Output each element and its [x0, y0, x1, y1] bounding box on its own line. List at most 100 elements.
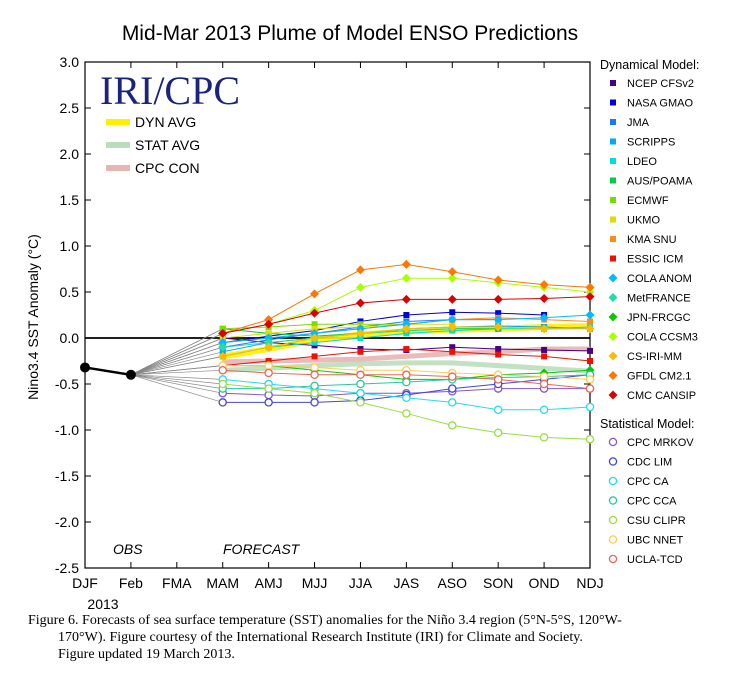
- aus-poama-legend-label: AUS/POAMA: [627, 176, 693, 188]
- essic-icm-point: [311, 353, 318, 360]
- cmc-cansip-series: [218, 292, 595, 338]
- jma-legend-label: JMA: [627, 117, 650, 129]
- essic-icm-legend-marker: [610, 255, 616, 262]
- csu-clipr-point: [310, 388, 319, 398]
- gfdl-cm2-1-point: [539, 280, 549, 290]
- y-tick-label: -1.0: [55, 422, 79, 438]
- csu-clipr-point: [218, 379, 227, 389]
- x-tick-label: SON: [483, 575, 513, 591]
- cola-ccsm3-point: [401, 273, 411, 283]
- cola-anom-series: [218, 310, 595, 348]
- ucla-tcd-point: [218, 365, 227, 375]
- ucla-tcd-point: [356, 370, 365, 380]
- ukmo-point: [311, 325, 318, 332]
- x-tick-label: AMJ: [255, 575, 283, 591]
- kma-snu-legend-label: KMA SNU: [627, 234, 677, 246]
- cs-iri-mm-legend-marker: [608, 351, 618, 361]
- connector-line: [130, 356, 223, 376]
- nasa-gmao-point: [403, 312, 410, 318]
- model-legend: NCEP CFSv2 NASA GMAO JMA SCRIPPS LDEO AUS/POA…: [608, 78, 698, 566]
- cola-ccsm3-legend-label: COLA CCSM3: [627, 332, 698, 344]
- metfrance-legend-label: MetFRANCE: [627, 293, 691, 305]
- caption-line-2: 170°W). Figure courtesy of the Internati…: [58, 630, 583, 645]
- ncep-cfsv2-point: [495, 346, 502, 353]
- essic-icm-point: [449, 348, 456, 355]
- cpc-cca-legend-label: CPC CCA: [627, 496, 677, 508]
- connector-line: [130, 369, 223, 376]
- y-tick-label: 1.5: [60, 192, 80, 208]
- essic-icm-series: [219, 346, 593, 369]
- ucla-tcd-point: [539, 379, 549, 389]
- ecmwf-point: [311, 321, 318, 328]
- stat-avg-legend-label: STAT AVG: [135, 137, 200, 153]
- x-tick-label: NDJ: [576, 575, 603, 591]
- essic-icm-point: [541, 353, 548, 360]
- cs-iri-mm-point: [585, 324, 595, 334]
- x-tick-label: MAM: [206, 575, 239, 591]
- x-tick-label: DJF: [72, 575, 98, 591]
- cmc-cansip-point: [218, 328, 228, 338]
- cola-anom-point: [264, 333, 274, 343]
- ucla-tcd-legend-marker: [608, 554, 618, 564]
- cpc-cca-legend-marker: [608, 496, 618, 505]
- jpn-frcgc-legend-label: JPN-FRCGC: [627, 312, 691, 324]
- ucla-tcd-point: [264, 368, 273, 378]
- y-tick-label: -2.5: [55, 560, 79, 576]
- metfrance-point: [218, 342, 228, 352]
- ukmo-line: [222, 323, 453, 339]
- ucla-tcd-point: [585, 384, 595, 393]
- cola-anom-point: [218, 338, 228, 348]
- cola-anom-point: [310, 328, 320, 338]
- ubc-nnet-series: [218, 361, 595, 384]
- observed-point: [80, 362, 90, 373]
- observed-line: [84, 366, 132, 377]
- cpc-con-legend-label: CPC CON: [135, 160, 200, 176]
- x-axis-year: 2013: [87, 596, 118, 612]
- cola-anom-legend-marker: [608, 273, 618, 283]
- csu-clipr-point: [493, 428, 503, 438]
- cdc-lim-legend-marker: [608, 457, 618, 466]
- cs-iri-mm-point: [310, 333, 320, 343]
- connector-line: [130, 374, 223, 389]
- ubc-nnet-legend-marker: [608, 535, 618, 544]
- cpc-ca-point: [402, 393, 411, 403]
- connector-line: [130, 374, 223, 394]
- ncep-cfsv2-point: [449, 344, 456, 351]
- cs-iri-mm-series: [218, 322, 595, 361]
- y-axis-label: Nino3.4 SST Anomaly (°C): [25, 234, 41, 400]
- kma-snu-legend-marker: [610, 236, 616, 242]
- jma-legend-marker: [610, 119, 616, 125]
- csu-clipr-point: [264, 384, 273, 393]
- csu-clipr-legend-label: CSU CLIPR: [627, 515, 686, 527]
- plot-area: [80, 61, 595, 569]
- y-tick-label: 2.5: [60, 100, 80, 116]
- statistical-legend-heading: Statistical Model:: [600, 417, 694, 431]
- essic-icm-point: [495, 351, 502, 358]
- cpc-ca-point: [585, 402, 595, 412]
- cpc-cca-point: [356, 379, 365, 389]
- cs-iri-mm-point: [355, 328, 365, 338]
- cmc-cansip-point: [401, 294, 411, 304]
- y-tick-label: -0.5: [55, 376, 79, 392]
- cmc-cansip-point: [585, 292, 595, 302]
- connector-line: [130, 374, 223, 385]
- ecmwf-point: [219, 325, 226, 332]
- y-tick-label: 2.0: [60, 146, 80, 162]
- cmc-cansip-point: [264, 319, 274, 329]
- cola-ccsm3-point: [585, 287, 595, 297]
- csu-clipr-point: [356, 398, 365, 407]
- figure-caption: Figure 6. Forecasts of sea surface tempe…: [28, 612, 728, 663]
- csu-clipr-series: [218, 379, 595, 444]
- chart-title: Mid-Mar 2013 Plume of Model ENSO Predict…: [122, 22, 578, 45]
- cmc-cansip-point: [355, 298, 365, 308]
- cdc-lim-point: [218, 398, 227, 407]
- jpn-frcgc-legend-marker: [608, 312, 618, 322]
- observed-point: [125, 369, 136, 380]
- essic-icm-point: [403, 346, 410, 353]
- ukmo-point: [219, 335, 226, 341]
- cpc-ca-point: [448, 398, 457, 407]
- y-tick-label: 3.0: [60, 54, 80, 70]
- connector-line: [130, 374, 223, 403]
- metfrance-point: [264, 338, 274, 348]
- ubc-nnet-point: [310, 363, 319, 372]
